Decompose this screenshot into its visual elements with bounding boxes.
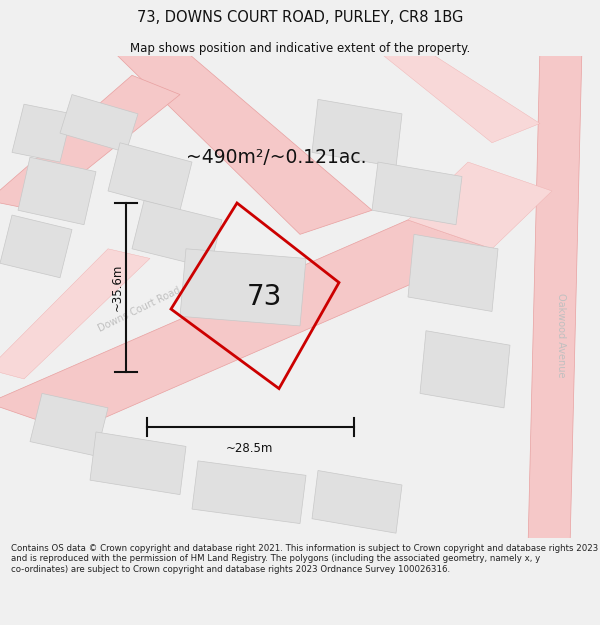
Polygon shape	[0, 249, 150, 379]
Polygon shape	[0, 220, 492, 432]
Text: Downs Court Road: Downs Court Road	[96, 285, 182, 333]
Polygon shape	[108, 46, 372, 234]
Polygon shape	[192, 461, 306, 524]
Polygon shape	[372, 162, 462, 225]
Text: Map shows position and indicative extent of the property.: Map shows position and indicative extent…	[130, 42, 470, 55]
Polygon shape	[12, 104, 72, 162]
Polygon shape	[90, 432, 186, 494]
Text: Oakwood Avenue: Oakwood Avenue	[556, 293, 566, 378]
Polygon shape	[0, 75, 180, 210]
Text: 73, DOWNS COURT ROAD, PURLEY, CR8 1BG: 73, DOWNS COURT ROAD, PURLEY, CR8 1BG	[137, 10, 463, 25]
Polygon shape	[408, 234, 498, 311]
Polygon shape	[528, 46, 582, 548]
Polygon shape	[372, 46, 540, 142]
Text: 73: 73	[247, 283, 281, 311]
Polygon shape	[60, 94, 138, 152]
Polygon shape	[408, 162, 552, 249]
Text: ~490m²/~0.121ac.: ~490m²/~0.121ac.	[186, 148, 367, 167]
Polygon shape	[0, 215, 72, 278]
Text: ~28.5m: ~28.5m	[226, 442, 272, 454]
Polygon shape	[180, 249, 306, 326]
Polygon shape	[420, 331, 510, 408]
Text: ~35.6m: ~35.6m	[110, 264, 124, 311]
Polygon shape	[312, 99, 402, 167]
Polygon shape	[108, 142, 192, 210]
Polygon shape	[18, 158, 96, 225]
Polygon shape	[312, 471, 402, 533]
Polygon shape	[132, 201, 222, 268]
Polygon shape	[30, 393, 108, 456]
Text: Contains OS data © Crown copyright and database right 2021. This information is : Contains OS data © Crown copyright and d…	[11, 544, 598, 574]
